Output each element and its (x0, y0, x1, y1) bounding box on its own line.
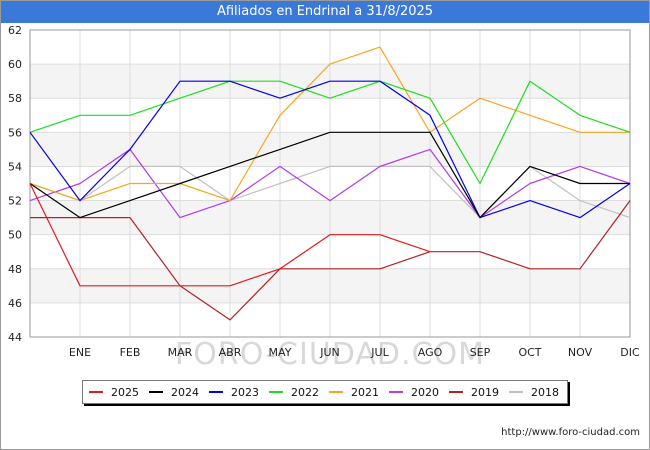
y-tick-label: 54 (8, 160, 22, 173)
legend-item-2020: 2020 (389, 381, 439, 403)
x-tick-label: ENE (69, 346, 91, 359)
legend-label: 2020 (411, 385, 439, 399)
y-tick-label: 50 (8, 229, 22, 242)
chart-title: Afiliados en Endrinal a 31/8/2025 (1, 1, 649, 23)
y-tick-label: 58 (8, 92, 22, 105)
legend-swatch (89, 391, 103, 393)
legend-item-2019: 2019 (449, 381, 499, 403)
x-tick-label: SEP (470, 346, 491, 359)
legend-label: 2022 (291, 385, 319, 399)
x-tick-label: OCT (518, 346, 541, 359)
legend-item-2021: 2021 (329, 381, 379, 403)
y-tick-label: 46 (8, 297, 22, 310)
legend-swatch (509, 391, 523, 393)
legend-swatch (389, 391, 403, 393)
legend-label: 2021 (351, 385, 379, 399)
legend-item-2023: 2023 (209, 381, 259, 403)
y-tick-label: 44 (8, 331, 22, 344)
legend-label: 2025 (111, 385, 139, 399)
chart-legend: 2025 2024 2023 2022 2021 2020 2019 2018 (82, 380, 568, 404)
y-tick-label: 48 (8, 263, 22, 276)
series-line-2024 (29, 131, 630, 219)
x-tick-label: DIC (620, 346, 640, 359)
series-line-2022 (29, 80, 631, 185)
watermark-text: FORO-CIUDAD.COM (175, 337, 485, 372)
series-line-2023 (29, 80, 631, 219)
legend-label: 2024 (171, 385, 199, 399)
legend-swatch (149, 391, 163, 393)
legend-swatch (269, 391, 283, 393)
legend-item-2025: 2025 (89, 381, 139, 403)
x-tick-label: NOV (568, 346, 593, 359)
legend-swatch (329, 391, 343, 393)
legend-swatch (209, 391, 223, 393)
y-tick-label: 56 (8, 126, 22, 139)
legend-label: 2018 (531, 385, 559, 399)
legend-label: 2019 (471, 385, 499, 399)
y-tick-label: 62 (8, 24, 22, 37)
legend-swatch (449, 391, 463, 393)
y-tick-label: 60 (8, 58, 22, 71)
y-tick-label: 52 (8, 195, 22, 208)
legend-item-2022: 2022 (269, 381, 319, 403)
series-line-2021 (29, 46, 630, 202)
x-tick-label: FEB (120, 346, 141, 359)
series-line-2019 (30, 200, 631, 321)
legend-item-2024: 2024 (149, 381, 199, 403)
x-tick-label: ABR (219, 346, 242, 359)
x-tick-label: MAR (168, 346, 193, 359)
x-tick-label: JUL (370, 346, 389, 359)
x-tick-label: JUN (319, 346, 340, 359)
source-url: http://www.foro-ciudad.com (501, 427, 640, 438)
x-tick-label: AGO (418, 346, 443, 359)
series-line-2025 (29, 183, 431, 287)
legend-label: 2023 (231, 385, 259, 399)
legend-item-2018: 2018 (509, 381, 559, 403)
x-tick-label: MAY (269, 346, 292, 359)
